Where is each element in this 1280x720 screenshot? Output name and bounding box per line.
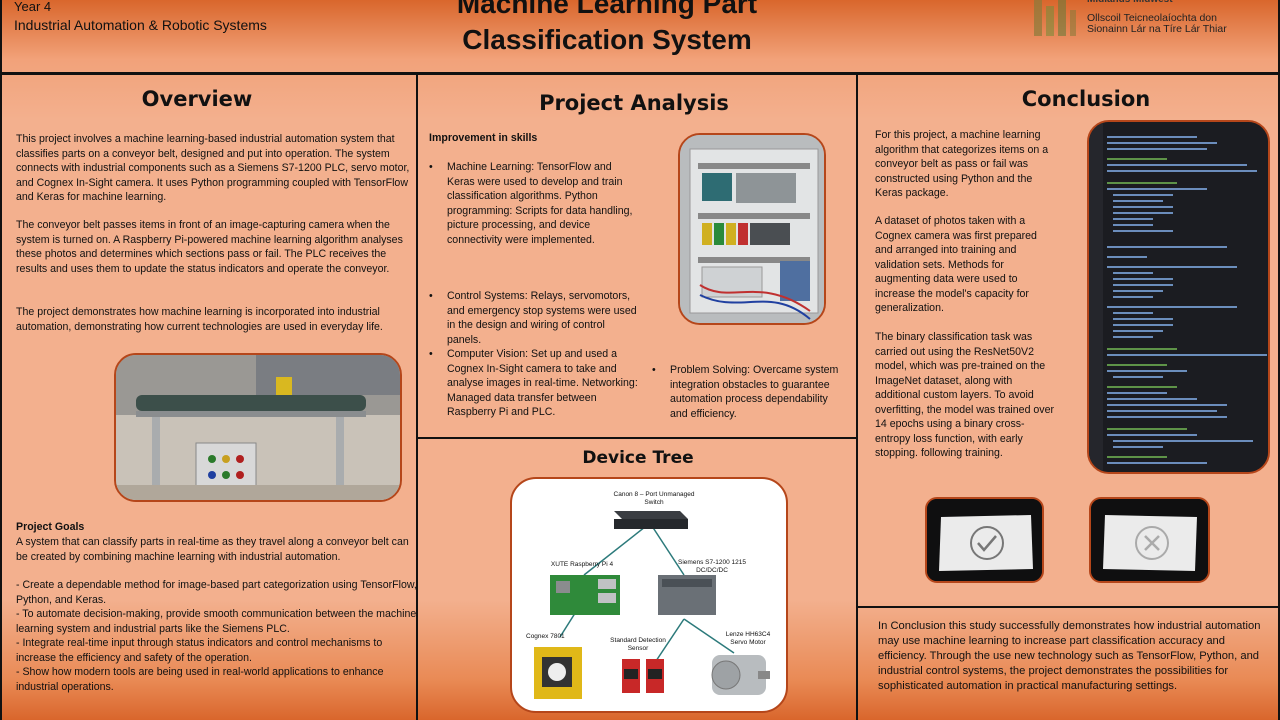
- code-lines-illustration: [1089, 122, 1268, 472]
- check-icon: [927, 499, 1042, 581]
- year-label: Year 4: [14, 0, 52, 14]
- conveyor-photo: [114, 353, 402, 502]
- servo-label: Lenze HH63C4 Servo Motor: [725, 631, 771, 646]
- analysis-column: Project Analysis Improvement in skills M…: [418, 75, 858, 720]
- conclusion-paragraph-1: For this project, a machine learning alg…: [875, 129, 1049, 199]
- conveyor-illustration: [116, 355, 400, 500]
- device-tree-title: Device Tree: [582, 448, 694, 468]
- project-goals-title: Project Goals: [16, 521, 85, 533]
- analysis-title: Project Analysis: [539, 91, 729, 115]
- fail-result-image: [1089, 497, 1210, 583]
- switch-label: Canon 8 – Port Unmanaged Switch: [613, 491, 695, 506]
- overview-paragraph-2: The conveyor belt passes items in front …: [16, 219, 403, 275]
- project-goal-2: - To automate decision-making, provide s…: [16, 608, 417, 635]
- conclusion-title: Conclusion: [1021, 87, 1151, 111]
- skill-bullet-vision: Computer Vision: Set up and used a Cogne…: [429, 347, 639, 420]
- skill-bullet-ml: Machine Learning: TensorFlow and Keras w…: [429, 160, 637, 247]
- overview-paragraph-1: This project involves a machine learning…: [16, 133, 410, 203]
- device-tree-lines: [534, 511, 770, 699]
- skill-bullet-control: Control Systems: Relays, servomotors, an…: [429, 289, 637, 347]
- code-screenshot: [1087, 120, 1270, 474]
- device-tree-diagram: Canon 8 – Port Unmanaged Switch XUTE Ras…: [510, 477, 788, 713]
- pass-result-image: [925, 497, 1044, 583]
- skills-title: Improvement in skills: [429, 132, 538, 144]
- conclusion-paragraph-3: The binary classification task was carri…: [875, 331, 1055, 459]
- poster-header: Year 4 Industrial Automation & Robotic S…: [0, 0, 1280, 75]
- plc-label: Siemens S7-1200 1215 DC/DC/DC: [678, 559, 746, 574]
- conclusion-divider: [858, 606, 1280, 608]
- university-logo-icon: [1034, 0, 1076, 36]
- skill-bullet-problem: Problem Solving: Overcame system integra…: [652, 363, 842, 421]
- overview-column: Overview This project involves a machine…: [0, 75, 418, 720]
- conclusion-column: Conclusion For this project, a machine l…: [858, 75, 1280, 720]
- control-panel-illustration: [680, 135, 824, 323]
- final-conclusion-paragraph: In Conclusion this study successfully de…: [878, 620, 1261, 692]
- project-goal-intro: A system that can classify parts in real…: [16, 536, 409, 563]
- logo-irish-name: Ollscoil Teicneolaíochta don Sionainn Lá…: [1087, 12, 1227, 35]
- project-goal-1: - Create a dependable method for image-b…: [16, 579, 417, 606]
- project-goal-3: - Integrate real-time input through stat…: [16, 637, 383, 664]
- project-goal-4: - Show how modern tools are being used i…: [16, 666, 384, 693]
- control-panel-photo: [678, 133, 826, 325]
- cross-icon: [1091, 499, 1208, 581]
- overview-title: Overview: [141, 87, 253, 111]
- analysis-device-divider: [418, 437, 858, 439]
- poster-title: Machine Learning Part Classification Sys…: [456, 0, 758, 55]
- overview-paragraph-3: The project demonstrates how machine lea…: [16, 306, 383, 333]
- course-label: Industrial Automation & Robotic Systems: [14, 17, 267, 33]
- logo-name: Midlands Midwest: [1087, 0, 1173, 5]
- sensor-label: Standard Detection Sensor: [610, 637, 666, 652]
- cognex-label: Cognex 7801: [526, 633, 565, 640]
- raspberry-pi-label: XUTE Raspberry Pi 4: [550, 561, 614, 568]
- conclusion-paragraph-2: A dataset of photos taken with a Cognex …: [875, 215, 1037, 314]
